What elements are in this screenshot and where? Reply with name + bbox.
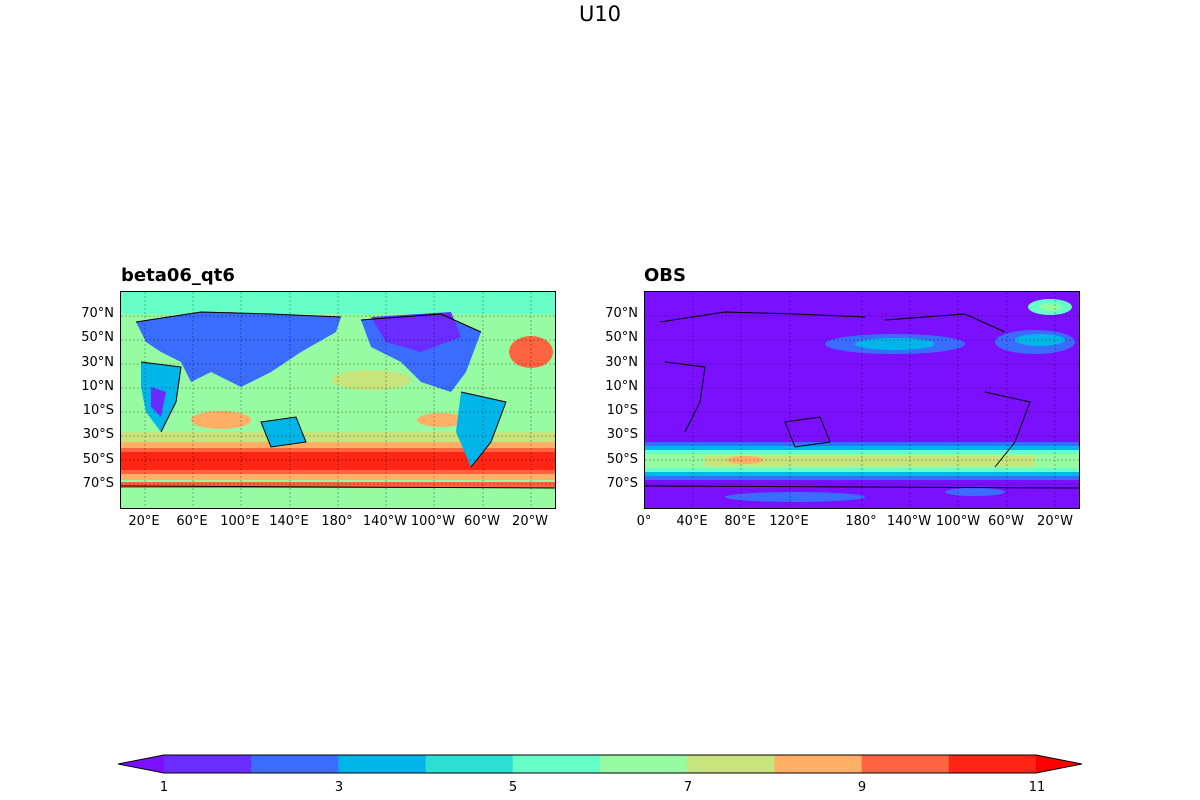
lon-label: 180° (845, 514, 877, 529)
colorbar (117, 754, 1083, 778)
lat-label: 70°N (605, 306, 638, 321)
lon-label: 20°E (128, 514, 160, 529)
lat-label: 10°S (82, 403, 114, 418)
lon-label: 40°E (676, 514, 708, 529)
lon-label: 0° (636, 514, 652, 529)
colorbar-tick-label: 11 (1028, 780, 1046, 795)
map-panel-obs (644, 291, 1080, 509)
lat-label: 50°S (82, 452, 114, 467)
lat-label: 70°S (606, 476, 638, 491)
lat-label: 10°N (605, 379, 638, 394)
lon-label: 60°E (176, 514, 208, 529)
model-field-map (121, 292, 555, 508)
obs-field-map (645, 292, 1079, 508)
colorbar-bin (687, 755, 775, 773)
colorbar-tick-label: 3 (334, 780, 344, 795)
colorbar-bin (512, 755, 601, 773)
lon-label: 60°W (988, 514, 1024, 529)
lat-label: 50°S (606, 452, 638, 467)
lat-label: 30°N (605, 355, 638, 370)
colorbar-tick-label: 1 (159, 780, 169, 795)
lat-label: 10°N (81, 379, 114, 394)
lon-label: 20°W (1037, 514, 1073, 529)
lat-label: 30°N (81, 355, 114, 370)
colorbar-tick-label: 7 (683, 780, 693, 795)
lon-label: 140°W (886, 514, 932, 529)
colorbar-bin (861, 755, 950, 773)
lon-label: 60°W (464, 514, 500, 529)
map-panel-model (120, 291, 556, 509)
colorbar-bin (164, 755, 252, 773)
lon-label: 140°E (269, 514, 309, 529)
panel-title-model: beta06_qt6 (121, 265, 235, 286)
lat-label: 30°S (606, 427, 638, 442)
lon-label: 100°E (220, 514, 260, 529)
lon-label: 100°W (935, 514, 981, 529)
lat-label: 50°N (605, 330, 638, 345)
colorbar-extend-min (118, 755, 164, 773)
lon-label: 120°E (769, 514, 809, 529)
lon-label: 80°E (724, 514, 756, 529)
colorbar-bin (774, 755, 863, 773)
colorbar-tick-label: 5 (508, 780, 518, 795)
lon-label: 180° (321, 514, 353, 529)
colorbar-scale (117, 754, 1083, 774)
panel-title-obs: OBS (644, 265, 686, 286)
lon-label: 140°W (362, 514, 408, 529)
lon-label: 20°W (512, 514, 548, 529)
colorbar-bin (251, 755, 339, 773)
colorbar-bin (338, 755, 427, 773)
figure-title: U10 (578, 2, 622, 26)
lat-label: 50°N (81, 330, 114, 345)
colorbar-bin (948, 755, 1037, 773)
colorbar-extend-max (1036, 755, 1082, 773)
lat-label: 30°S (82, 427, 114, 442)
colorbar-tick-label: 9 (857, 780, 867, 795)
lat-label: 10°S (606, 403, 638, 418)
lon-label: 100°W (410, 514, 456, 529)
lat-label: 70°N (81, 306, 114, 321)
colorbar-bin (600, 755, 688, 773)
colorbar-bin (425, 755, 514, 773)
lat-label: 70°S (82, 476, 114, 491)
